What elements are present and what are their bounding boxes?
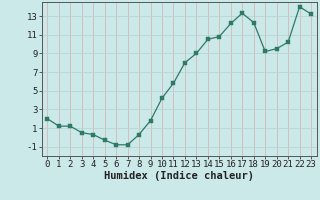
X-axis label: Humidex (Indice chaleur): Humidex (Indice chaleur) xyxy=(104,171,254,181)
